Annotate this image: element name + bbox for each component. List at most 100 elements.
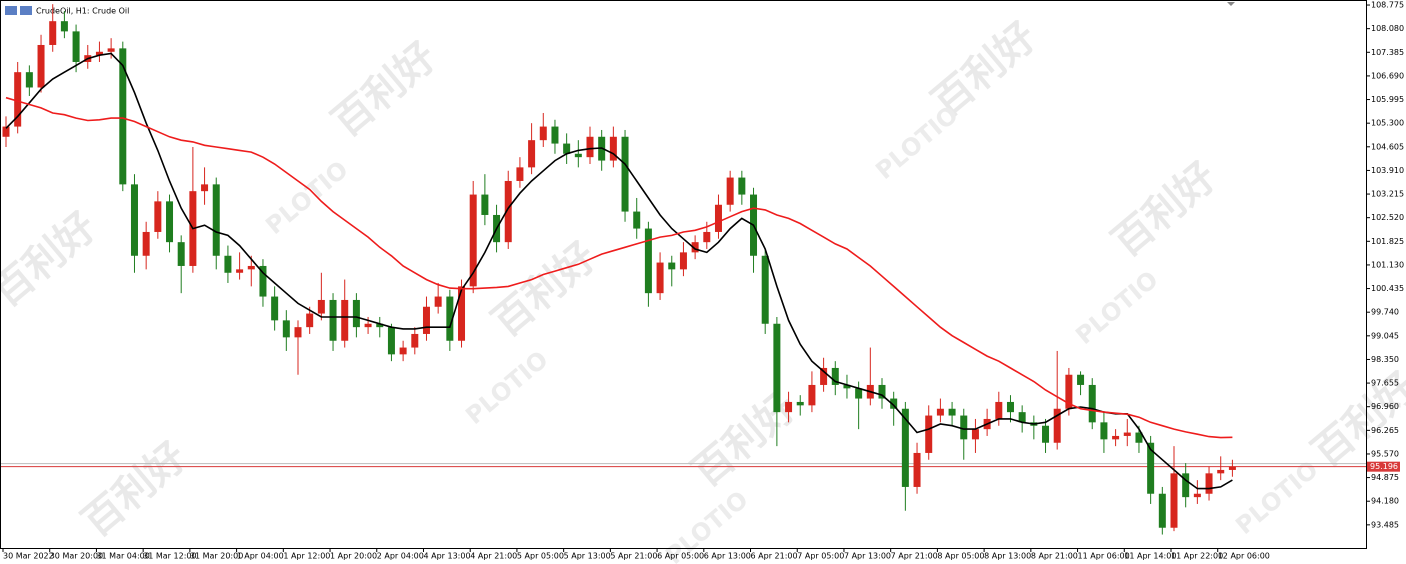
candle-body (563, 143, 571, 154)
candle-body (236, 269, 244, 273)
y-tick-label: 103.215 (1371, 190, 1404, 199)
candle-body (1088, 384, 1096, 423)
candle-body (1077, 374, 1085, 385)
x-tick-label: 31 Mar 12:00 (143, 552, 196, 561)
y-tick-label: 103.910 (1371, 166, 1404, 175)
candle-body (1042, 425, 1050, 443)
candle-body (1018, 412, 1026, 423)
candle-body (1135, 432, 1143, 443)
y-tick-label: 108.775 (1371, 1, 1404, 10)
x-tick-label: 1 Apr 12:00 (283, 552, 330, 561)
candle-body (1205, 473, 1213, 494)
candle-body (399, 347, 407, 355)
y-tick-label: 99.740 (1371, 308, 1399, 317)
candle-body (738, 177, 746, 195)
candle-body (107, 48, 115, 52)
y-tick-label: 101.130 (1371, 260, 1404, 269)
candle-body (352, 299, 360, 328)
x-tick-label: 8 Apr 13:00 (984, 552, 1031, 561)
candle-body (14, 72, 22, 127)
candle-body (130, 184, 138, 256)
last-price-label: 95.196 (1370, 462, 1398, 471)
x-tick-label: 6 Apr 21:00 (751, 552, 798, 561)
candle-body (761, 255, 769, 324)
candle-body (656, 262, 664, 294)
y-tick-label: 107.385 (1371, 48, 1404, 57)
y-tick-label: 104.605 (1371, 142, 1404, 151)
candle-body (434, 296, 442, 307)
x-tick-label: 30 Mar 2022 (3, 552, 54, 561)
y-tick-label: 105.995 (1371, 95, 1404, 104)
candle-body (878, 384, 886, 399)
candle-body (259, 265, 267, 297)
y-tick-label: 100.435 (1371, 284, 1404, 293)
candle-body (317, 299, 325, 314)
y-tick-label: 94.875 (1371, 473, 1399, 482)
candle-body (1100, 422, 1108, 440)
x-tick-label: 8 Apr 21:00 (1031, 552, 1078, 561)
candle-body (95, 51, 103, 56)
x-tick-label: 4 Apr 21:00 (470, 552, 517, 561)
candle-body (25, 72, 33, 88)
candle-body (469, 194, 477, 287)
candle-body (714, 204, 722, 232)
candle-body (925, 415, 933, 453)
candle-body (703, 231, 711, 243)
x-tick-label: 30 Mar 20:00 (50, 552, 103, 561)
candle-body (679, 252, 687, 270)
candle-body (1158, 493, 1166, 528)
x-tick-label: 11 Apr 22:00 (1171, 552, 1223, 561)
candle-body (329, 299, 337, 341)
y-tick-label: 108.080 (1371, 24, 1404, 33)
candle-body (913, 452, 921, 487)
candle-body (306, 313, 314, 328)
y-tick-label: 105.300 (1371, 119, 1404, 128)
candle-body (212, 184, 220, 256)
candle-body (504, 180, 512, 243)
chart-title: CrudeOil, H1: Crude Oil (36, 7, 129, 16)
candle-body (516, 167, 524, 181)
y-tick-label: 101.825 (1371, 237, 1404, 246)
y-tick-label: 102.520 (1371, 213, 1404, 222)
candle-body (948, 408, 956, 416)
x-tick-label: 4 Apr 13:00 (423, 552, 470, 561)
candle-body (72, 31, 80, 62)
y-tick-label: 93.485 (1371, 520, 1399, 529)
candle-body (37, 44, 45, 88)
y-tick-label: 99.045 (1371, 331, 1399, 340)
x-tick-label: 6 Apr 13:00 (704, 552, 751, 561)
candle-body (901, 408, 909, 487)
candle-body (1065, 374, 1073, 409)
x-tick-label: 31 Mar 04:00 (96, 552, 149, 561)
candle-body (387, 327, 395, 355)
candle-body (1193, 493, 1201, 498)
moving-average-line (5, 52, 1233, 490)
candle-body (364, 323, 372, 328)
last-price-tag (1367, 461, 1400, 472)
candle-body (177, 242, 185, 266)
x-tick-label: 31 Mar 20:00 (190, 552, 243, 561)
y-tick-label: 98.350 (1371, 355, 1399, 364)
y-tick-label: 97.655 (1371, 379, 1399, 388)
candle-body (119, 48, 127, 185)
candle-body (773, 323, 781, 413)
x-tick-label: 7 Apr 05:00 (797, 552, 844, 561)
x-tick-label: 1 Apr 04:00 (237, 552, 284, 561)
candle-body (411, 333, 419, 348)
x-tick-label: 5 Apr 05:00 (517, 552, 564, 561)
candle-body (1182, 473, 1190, 498)
candle-body (609, 136, 617, 161)
candle-body (1123, 432, 1131, 436)
y-tick-label: 95.570 (1371, 449, 1399, 458)
x-tick-label: 6 Apr 05:00 (657, 552, 704, 561)
candle-body (458, 286, 466, 341)
candle-body (1228, 466, 1236, 470)
candle-body (142, 231, 150, 256)
x-tick-label: 11 Apr 06:00 (1078, 552, 1130, 561)
candle-body (446, 296, 454, 341)
candle-body (528, 140, 536, 168)
x-tick-label: 5 Apr 13:00 (564, 552, 611, 561)
candle-body (1112, 435, 1120, 440)
candle-body (785, 401, 793, 413)
